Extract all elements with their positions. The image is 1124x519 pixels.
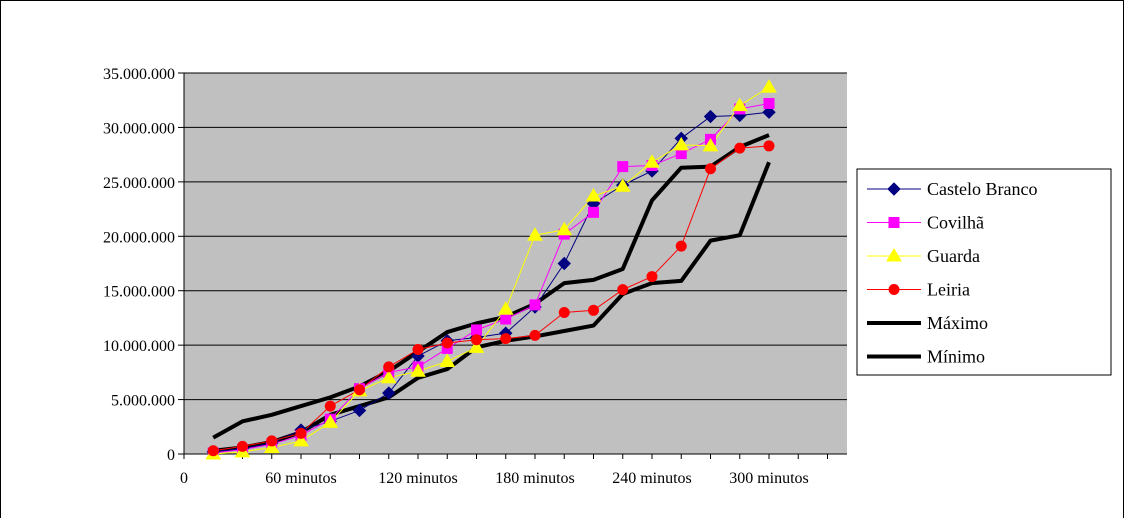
- data-point: [702, 137, 719, 152]
- x-tick-label: 0: [180, 470, 188, 487]
- data-point: [529, 329, 541, 341]
- data-point: [585, 188, 602, 202]
- data-point: [382, 386, 396, 400]
- legend-marker: [888, 284, 900, 295]
- legend-label: Máximo: [927, 313, 988, 333]
- data-point: [207, 445, 219, 457]
- y-tick-label: 30.000.000: [103, 120, 175, 137]
- data-point: [734, 142, 746, 154]
- data-point: [322, 414, 339, 428]
- y-tick-label: 5.000.000: [111, 393, 175, 410]
- y-tick-label: 25.000.000: [103, 175, 175, 192]
- gridlines: [184, 72, 847, 401]
- data-point: [529, 299, 541, 311]
- x-tick-label: 180 minutos: [495, 470, 575, 487]
- plot-area: [184, 73, 847, 454]
- y-tick-label: 15.000.000: [103, 284, 175, 301]
- data-point: [617, 161, 629, 173]
- data-point: [352, 403, 367, 418]
- legend-label: Leiria: [927, 280, 970, 300]
- data-point: [237, 440, 248, 452]
- data-point: [497, 301, 514, 315]
- legend-label: Mínimo: [927, 347, 985, 367]
- data-point: [556, 221, 573, 236]
- x-tick-label: 240 minutos: [612, 470, 692, 487]
- legend: Castelo Branco Covilhã Guarda Leiria Máximo M…: [856, 168, 1112, 376]
- data-point: [761, 79, 777, 93]
- legend-label: Covilhã: [927, 213, 984, 233]
- x-tick-label: 120 minutos: [378, 470, 458, 487]
- data-point: [354, 384, 365, 396]
- series-markers: [205, 79, 777, 460]
- data-point: [500, 333, 512, 345]
- data-point: [527, 227, 543, 241]
- y-axis-ticks: 0 5.000.000 10.000.000 15.000.000 20.000.000…: [103, 66, 184, 464]
- data-point: [675, 240, 687, 252]
- data-point: [588, 206, 599, 218]
- data-point: [673, 136, 690, 151]
- data-point: [557, 256, 571, 271]
- x-tick-label: 60 minutos: [265, 470, 337, 487]
- data-point: [763, 97, 775, 109]
- data-point: [383, 361, 395, 373]
- series-line: [212, 133, 770, 440]
- y-tick-label: 0: [167, 447, 175, 464]
- data-point: [763, 140, 775, 152]
- x-tick-label: 300 minutos: [729, 470, 809, 487]
- data-point: [646, 271, 658, 283]
- legend-marker: [886, 248, 902, 262]
- data-point: [644, 154, 660, 168]
- legend-marker: [887, 182, 901, 196]
- data-point: [705, 163, 716, 175]
- data-point: [614, 178, 631, 192]
- data-point: [410, 363, 426, 377]
- data-point: [588, 304, 599, 316]
- legend-label: Guarda: [927, 246, 980, 266]
- x-axis-ticks: 0 60 minutos 120 minutos 180 minutos 240 min…: [180, 454, 828, 487]
- data-point: [703, 109, 718, 124]
- y-tick-label: 35.000.000: [103, 66, 175, 83]
- legend-box: [856, 168, 1112, 376]
- legend-label: Castelo Branco: [927, 179, 1037, 199]
- data-point: [500, 313, 512, 325]
- legend-marker: [888, 217, 900, 228]
- data-point: [412, 343, 424, 355]
- y-tick-label: 20.000.000: [103, 229, 175, 246]
- data-point: [468, 339, 485, 353]
- data-point: [731, 97, 748, 112]
- data-point: [558, 306, 570, 318]
- data-point: [471, 334, 482, 346]
- data-point: [380, 369, 397, 384]
- data-point: [441, 337, 453, 349]
- axes: [183, 73, 847, 455]
- data-point: [293, 432, 309, 447]
- data-point: [471, 324, 482, 336]
- data-point: [439, 353, 456, 367]
- data-point: [324, 400, 336, 412]
- data-point: [266, 435, 278, 447]
- data-point: [295, 427, 307, 439]
- data-point: [617, 284, 629, 296]
- y-tick-label: 10.000.000: [103, 338, 175, 355]
- data-point: [762, 105, 776, 119]
- data-point: [263, 439, 280, 453]
